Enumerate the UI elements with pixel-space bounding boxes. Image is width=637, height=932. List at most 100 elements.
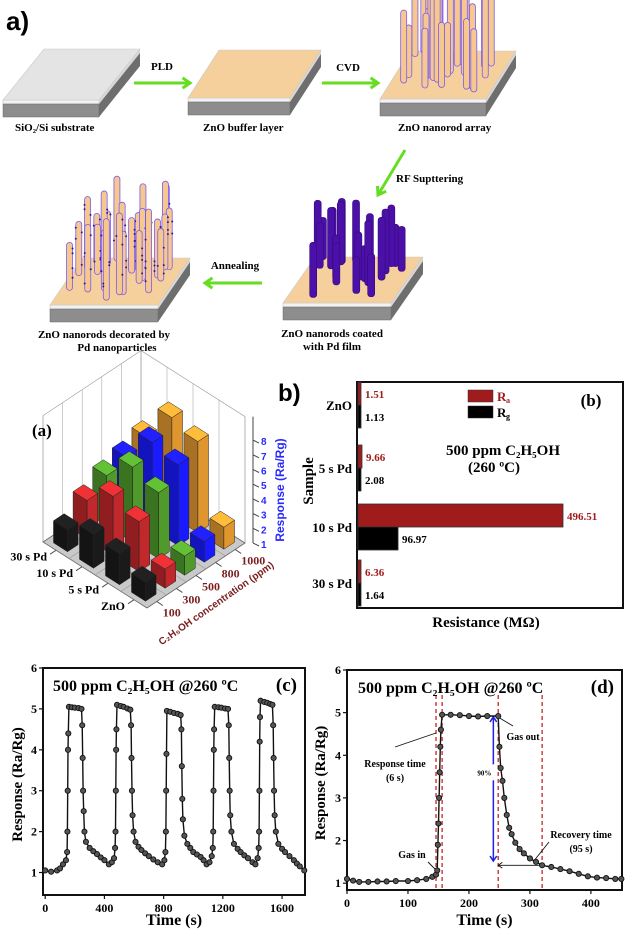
pd-nanoparticle xyxy=(168,202,171,205)
pd-nanoparticle xyxy=(98,218,101,221)
data-point xyxy=(228,828,235,835)
panel-label: (d) xyxy=(591,677,614,698)
pd-nanoparticle xyxy=(125,235,128,238)
bar-top-face xyxy=(144,476,170,493)
data-point xyxy=(383,878,390,885)
category-label: 30 s Pd xyxy=(312,576,353,591)
chart-title: 500 ppm C₂H₅OH @260 ºC xyxy=(358,680,543,697)
pd-nanoparticle xyxy=(102,282,105,285)
data-point xyxy=(435,820,442,827)
data-point xyxy=(256,787,263,794)
zno-nanorod xyxy=(400,9,408,84)
data-point xyxy=(434,841,441,848)
data-point xyxy=(112,828,119,835)
z-tick xyxy=(252,454,260,459)
data-point xyxy=(539,862,546,869)
bar-top-face xyxy=(209,510,235,528)
data-point xyxy=(512,839,519,846)
pd-nanoparticle xyxy=(74,237,77,240)
bar-top-face xyxy=(150,552,177,570)
data-point xyxy=(179,795,186,802)
pd-nanoparticle xyxy=(141,247,144,250)
sample-tick-label: 30 s Pd xyxy=(10,549,47,563)
zno-nanorod-array xyxy=(379,0,517,117)
pd-nanoparticle xyxy=(166,216,169,219)
label-gas-out: Gas out xyxy=(506,732,540,743)
data-point xyxy=(436,794,443,801)
category-label: 5 s Pd xyxy=(319,461,353,476)
data-point xyxy=(520,850,527,857)
data-point xyxy=(112,787,119,794)
pd-nanoparticle xyxy=(144,238,147,241)
data-point xyxy=(356,878,363,885)
data-point xyxy=(270,754,277,762)
sample-tick-label: ZnO xyxy=(101,599,125,613)
concentration-tick xyxy=(176,588,183,593)
data-point xyxy=(79,722,86,729)
value-label-ra: 9.66 xyxy=(366,452,386,464)
data-point xyxy=(575,870,582,877)
z-tick-label: 2 xyxy=(261,525,267,536)
data-point xyxy=(256,828,263,835)
pd-nanoparticle xyxy=(106,211,109,214)
label-annealing: Annealing xyxy=(211,260,260,272)
bar-top-face xyxy=(98,480,125,497)
label-recovery-time-value: (95 s) xyxy=(569,844,592,855)
pd-nanoparticle xyxy=(89,268,92,271)
zno-nanorod xyxy=(157,228,165,282)
y-tick-label: 6 xyxy=(335,663,341,677)
bar-3d xyxy=(150,552,177,589)
pd-nanoparticle xyxy=(115,235,118,238)
sample-tick-label: 10 s Pd xyxy=(36,566,73,580)
data-point xyxy=(200,857,207,864)
value-label-rg: 1.64 xyxy=(365,590,385,602)
data-point xyxy=(436,769,443,776)
data-point xyxy=(130,828,137,835)
concentration-tick xyxy=(215,562,222,567)
data-point xyxy=(272,828,279,835)
bar-top-face xyxy=(183,425,209,442)
data-point xyxy=(225,722,232,729)
data-point xyxy=(254,855,261,862)
x-tick-label: 1600 xyxy=(270,901,294,915)
data-point xyxy=(93,851,101,858)
pd-nanoparticle xyxy=(166,233,169,236)
bar-front-face xyxy=(138,514,150,573)
bar-rg xyxy=(357,526,399,551)
pd-nanoparticle xyxy=(109,213,112,216)
legend-label-subscript: a xyxy=(506,396,510,405)
data-point xyxy=(350,877,357,884)
data-point xyxy=(113,746,120,753)
z-tick-label: 4 xyxy=(261,496,267,507)
concentration-tick-label: 500 xyxy=(202,580,220,594)
data-point xyxy=(275,840,282,847)
sample-tick xyxy=(75,566,83,572)
data-point xyxy=(80,808,87,815)
pd-nanoparticle xyxy=(100,270,103,273)
zno-nanorod xyxy=(145,208,153,294)
data-point xyxy=(503,811,510,819)
value-label-rg: 96.97 xyxy=(402,534,427,546)
pd-nanoparticle xyxy=(89,234,92,237)
data-point xyxy=(256,714,264,721)
data-point xyxy=(210,746,217,753)
data-point xyxy=(111,855,118,862)
arrow-90-percent-up-head xyxy=(489,715,498,723)
pd-coated-nanorod xyxy=(397,226,406,272)
concentration-tick-label: 800 xyxy=(222,567,240,581)
data-point xyxy=(206,859,213,866)
zno-nanorod xyxy=(444,21,451,78)
x-tick-label: 0 xyxy=(344,896,350,910)
data-point xyxy=(612,875,619,882)
panel-label-b: b) xyxy=(278,380,301,407)
pd-nanoparticle xyxy=(133,239,136,242)
x-tick-label: 200 xyxy=(460,896,478,910)
bar-3d xyxy=(79,518,105,569)
y-tick-label: 5 xyxy=(31,702,37,716)
data-point xyxy=(447,711,454,718)
label-decorated-line1: ZnO nanorods decorated by xyxy=(38,329,171,341)
y-tick-label: 1 xyxy=(335,876,341,890)
chart-response-recovery: 0 100 200 300 400 1 2 3 4 5 6 90% Response time (6 s)… xyxy=(313,663,625,929)
pd-nanoparticle xyxy=(93,260,96,263)
